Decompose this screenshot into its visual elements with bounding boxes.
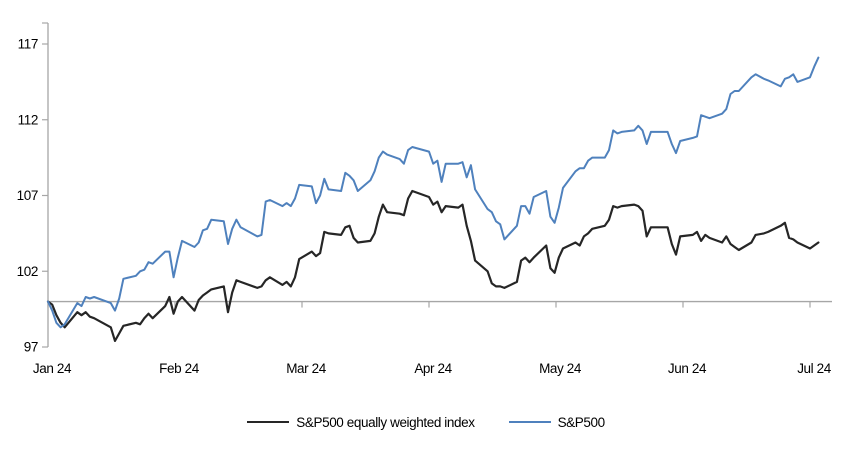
- y-tick-label: 97: [24, 340, 38, 355]
- legend-item-equal-weight: S&P500 equally weighted index: [247, 414, 475, 430]
- x-tick-label: May 24: [539, 361, 582, 376]
- x-tick-label: Mar 24: [286, 361, 327, 376]
- x-tick-label: Jun 24: [668, 361, 707, 376]
- y-tick-label: 107: [17, 188, 38, 203]
- y-tick-label: 112: [18, 112, 38, 127]
- x-tick-label: Jan 24: [33, 361, 72, 376]
- equal-weight-legend-label: S&P500 equally weighted index: [296, 414, 475, 430]
- y-tick-label: 102: [17, 264, 38, 279]
- y-tick-label: 117: [18, 37, 38, 52]
- x-tick-label: Feb 24: [159, 361, 200, 376]
- equal-weight-line-swatch: [247, 421, 290, 423]
- sp500-series-line: [47, 56, 820, 329]
- x-tick-label: Jul 24: [797, 361, 832, 376]
- sp500-legend-label: S&P500: [557, 414, 606, 430]
- x-tick-label: Apr 24: [414, 361, 452, 376]
- chart-canvas: Jan 24 Feb 24 Mar 24 Apr 24 May 24 Jun 24 Jul …: [17, 22, 832, 376]
- legend: S&P500 equally weighted index S&P500: [0, 408, 852, 436]
- legend-item-sp500: S&P500: [508, 414, 606, 430]
- sp500-line-swatch: [508, 421, 551, 423]
- equal-weight-series-line: [46, 189, 820, 342]
